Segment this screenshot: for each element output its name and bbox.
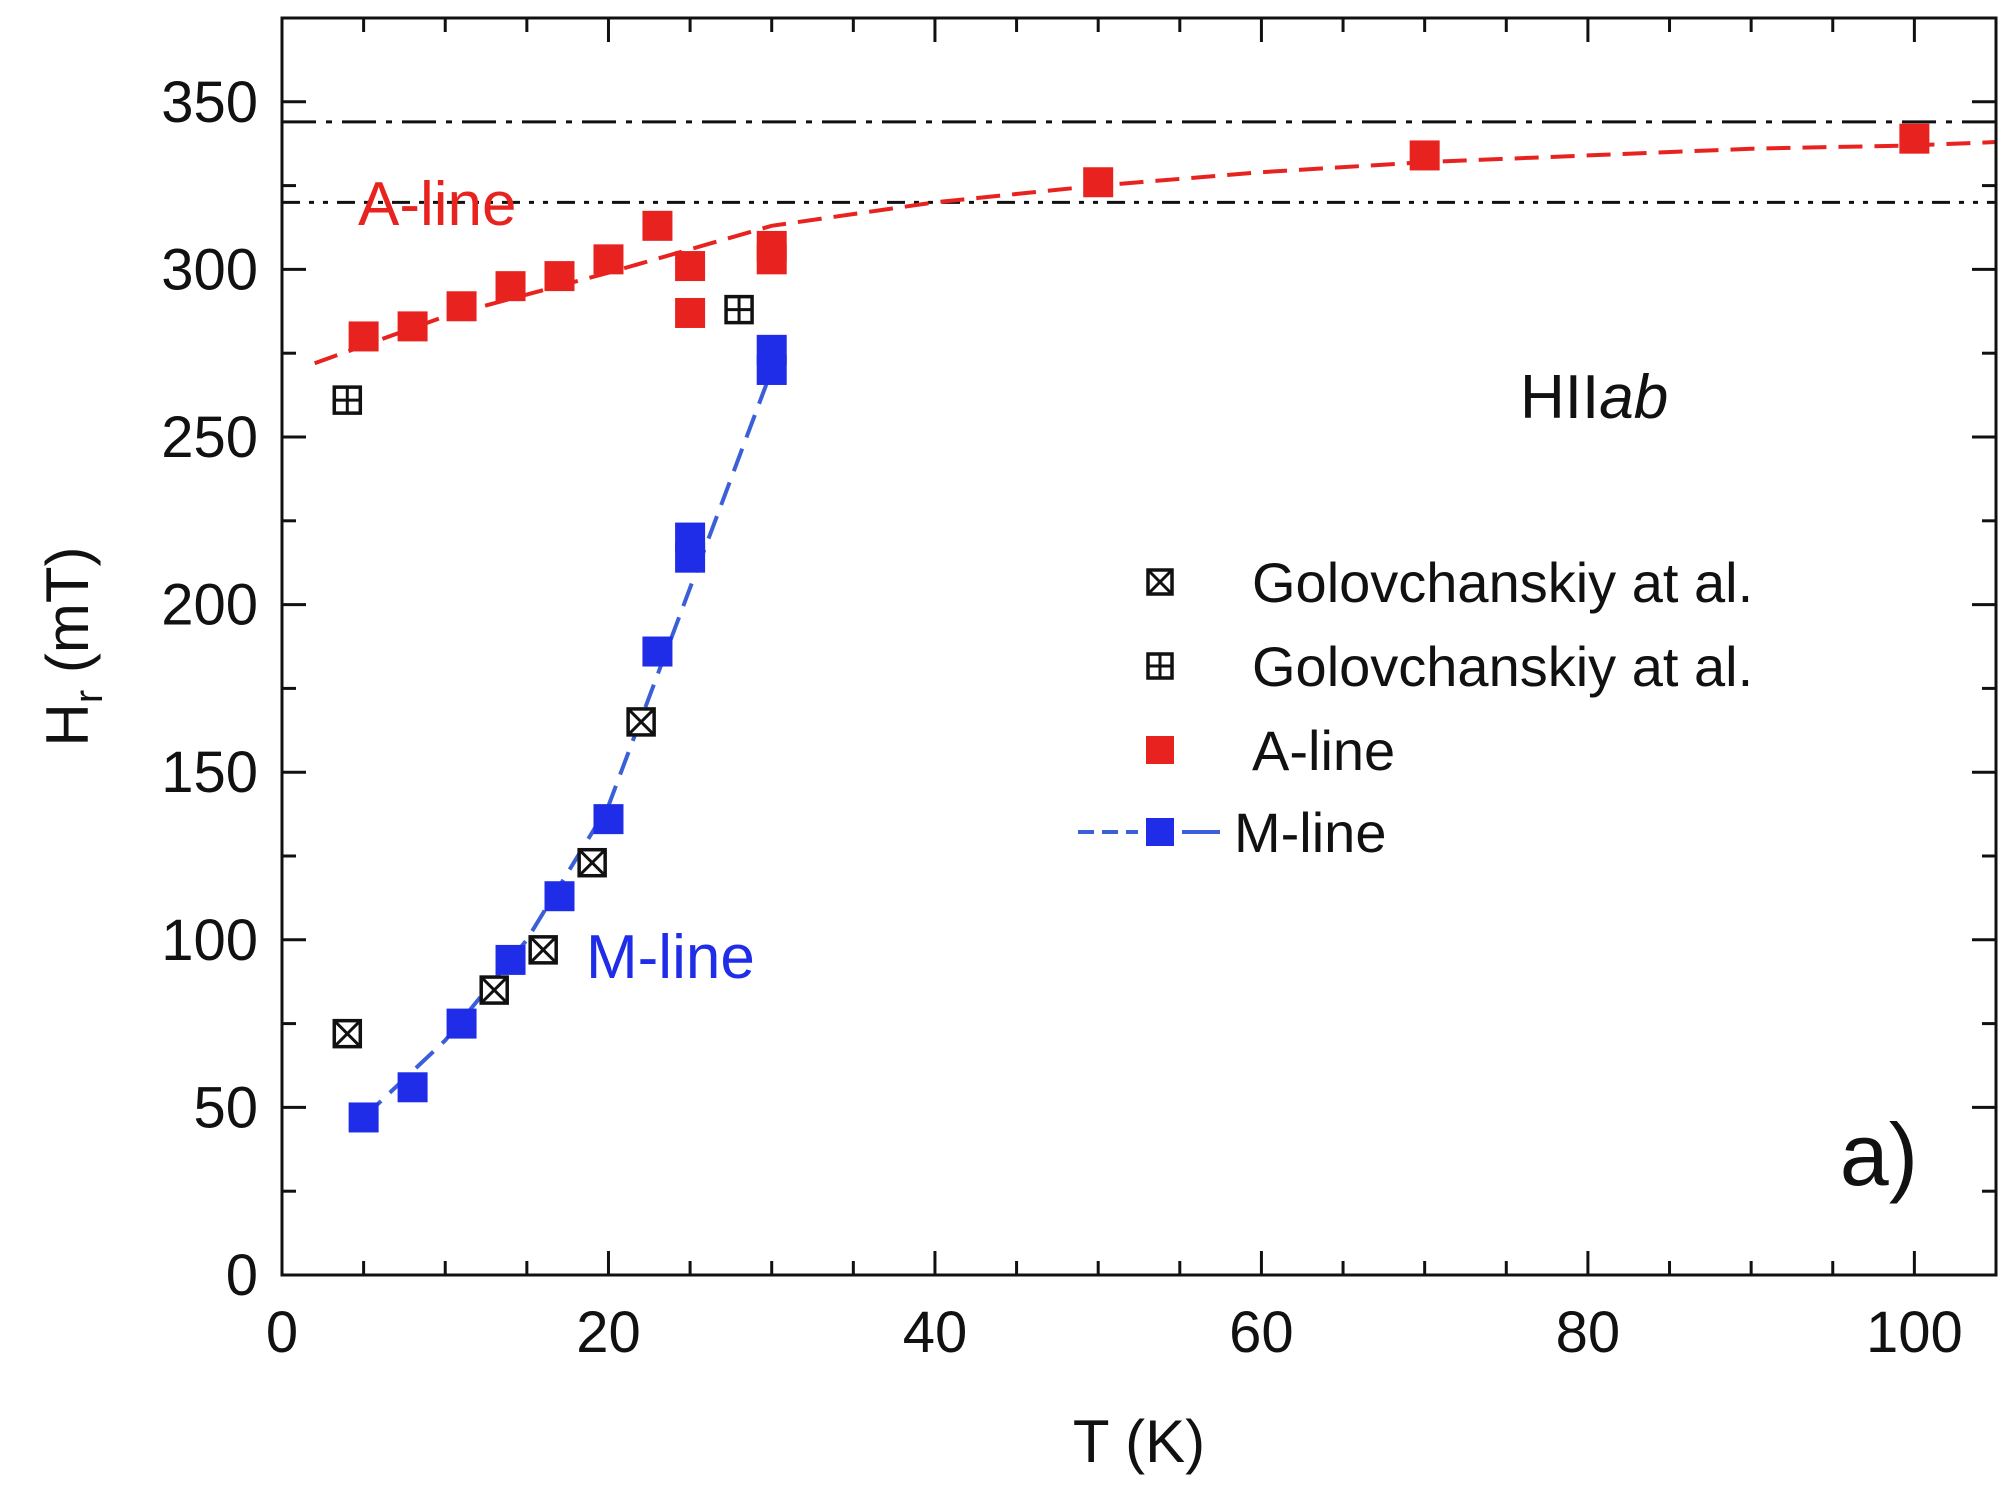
y-tick-label-300: 300: [161, 237, 258, 302]
y-axis-label-subscript: r: [67, 690, 111, 703]
point-3-6: [593, 244, 624, 275]
x-axis-label: T (K): [1073, 1408, 1205, 1475]
y-axis-label-main: H: [34, 703, 101, 746]
point-4-3: [446, 1008, 477, 1039]
point-3-9: [675, 297, 706, 328]
point-1-5: [626, 707, 656, 737]
legend-label-3: A-line: [1252, 719, 1395, 782]
point-4-7: [642, 636, 673, 667]
fit-line-a-line: [313, 140, 1997, 366]
point-3-1: [348, 321, 379, 352]
point-1-3-diag-2: [529, 935, 558, 964]
point-3-12: [1083, 167, 1114, 198]
point-1-1: [332, 1018, 363, 1049]
plot-frame: [280, 16, 1998, 1277]
reference-lines: [282, 120, 1996, 204]
point-4-2: [397, 1072, 428, 1103]
point-3-4: [495, 271, 526, 302]
legend-label-2: Golovchanskiy at al.: [1252, 635, 1753, 698]
x-tick-label-60: 60: [1229, 1300, 1294, 1365]
tick-labels: 0 20 40 60 80 100 0 50 100 150 200 250 300 350: [161, 70, 1963, 1365]
legend-marker-1-diag-2: [1146, 568, 1174, 596]
y-axis-label-unit: (mT): [34, 547, 101, 690]
y-tick-label-200: 200: [161, 573, 258, 638]
point-1-2-diag-2: [480, 976, 509, 1005]
point-4-11: [756, 334, 787, 365]
x-tick-label-100: 100: [1866, 1300, 1963, 1365]
legend-marker-1: [1146, 568, 1174, 596]
legend-marker-2: [1146, 652, 1174, 680]
y-tick-label-0: 0: [226, 1243, 258, 1308]
point-4-5: [544, 881, 575, 912]
point-3-11: [756, 244, 787, 275]
legend-label-4: M-line: [1234, 801, 1386, 864]
y-tick-label-350: 350: [161, 70, 258, 135]
legend-marker-3: [1146, 736, 1174, 764]
point-3-2: [397, 311, 428, 342]
point-3-3: [446, 291, 477, 322]
y-tick-label-250: 250: [161, 405, 258, 470]
point-2-1: [332, 385, 363, 415]
annotation-field-direction: HIIab: [1520, 363, 1668, 432]
axis-ticks: [280, 16, 1998, 1277]
point-3-13: [1409, 140, 1440, 171]
point-3-7: [642, 210, 673, 241]
point-4-9: [675, 522, 706, 553]
point-1-5-diag-2: [627, 707, 656, 736]
fit-line-m-line: [362, 369, 774, 1119]
point-4-4: [495, 944, 526, 975]
point-1-4-diag-2: [578, 848, 607, 877]
annotation-m-line: M-line: [586, 923, 755, 992]
annotation-a-line: A-line: [358, 170, 517, 239]
legend-marker-4: [1146, 818, 1174, 846]
point-3-14: [1899, 123, 1930, 154]
y-axis-label: Hr (mT): [34, 547, 111, 747]
y-tick-label-50: 50: [193, 1075, 258, 1140]
point-3-8: [675, 251, 706, 282]
data-markers: [332, 123, 1930, 1133]
point-1-2: [479, 975, 509, 1005]
point-3-5: [544, 261, 575, 292]
point-4-1: [348, 1102, 379, 1133]
y-tick-label-100: 100: [161, 908, 258, 973]
point-1-4: [577, 847, 607, 878]
point-1-3: [528, 935, 558, 965]
annotation-field-direction-text: HII: [1520, 363, 1599, 432]
panel-label: a): [1840, 1105, 1918, 1204]
legend-label-1: Golovchanskiy at al.: [1252, 551, 1753, 614]
x-tick-label-40: 40: [903, 1300, 968, 1365]
annotation-field-direction-italic: ab: [1599, 363, 1668, 432]
x-tick-label-20: 20: [576, 1300, 641, 1365]
point-4-6: [593, 804, 624, 835]
point-2-2: [724, 294, 754, 325]
y-tick-label-150: 150: [161, 740, 258, 805]
x-tick-label-0: 0: [266, 1300, 298, 1365]
x-tick-label-80: 80: [1556, 1300, 1621, 1365]
legend: Golovchanskiy at al. Golovchanskiy at al.…: [1078, 551, 1753, 864]
point-1-1-diag-2: [333, 1019, 362, 1048]
